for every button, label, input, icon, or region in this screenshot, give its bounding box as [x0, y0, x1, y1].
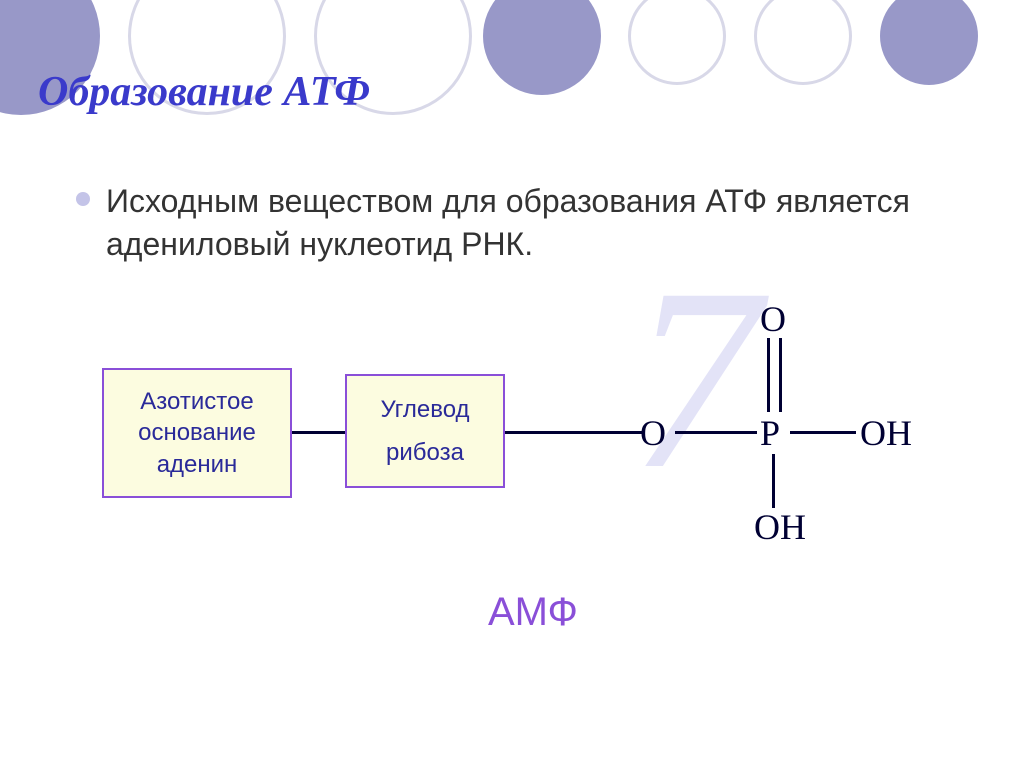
- oxygen-top: O: [760, 298, 786, 340]
- header-circle: [628, 0, 726, 85]
- connector-line-1: [292, 431, 345, 434]
- box1-line2: основание: [138, 417, 256, 448]
- bond-left: [675, 431, 757, 434]
- body-text: Исходным веществом для образования АТФ я…: [106, 180, 956, 266]
- double-bond-left: [767, 338, 770, 412]
- chemical-diagram: 7 Азотистое основание аденин Углевод риб…: [70, 320, 970, 560]
- bullet-icon: [76, 192, 90, 206]
- amf-label: АМФ: [488, 590, 578, 635]
- slide-title: Образование АТФ: [38, 68, 370, 116]
- watermark-number: 7: [630, 230, 760, 529]
- hydroxyl-right: OH: [860, 412, 912, 454]
- box2-line1: Углевод: [380, 394, 469, 425]
- bond-bottom: [772, 454, 775, 508]
- carbohydrate-box: Углевод рибоза: [345, 374, 505, 488]
- hydroxyl-bottom: OH: [754, 506, 806, 548]
- header-circle: [880, 0, 978, 85]
- body-text-area: Исходным веществом для образования АТФ я…: [76, 180, 956, 266]
- bond-right: [790, 431, 856, 434]
- header-circle: [483, 0, 601, 95]
- box2-line2: рибоза: [386, 437, 464, 468]
- box1-line3: аденин: [157, 449, 238, 480]
- phosphorus-center: P: [760, 412, 780, 454]
- nitrogen-base-box: Азотистое основание аденин: [102, 368, 292, 498]
- header-circle: [754, 0, 852, 85]
- connector-line-2: [505, 431, 643, 434]
- double-bond-right: [779, 338, 782, 412]
- oxygen-left: O: [640, 412, 666, 454]
- box1-line1: Азотистое: [140, 386, 253, 417]
